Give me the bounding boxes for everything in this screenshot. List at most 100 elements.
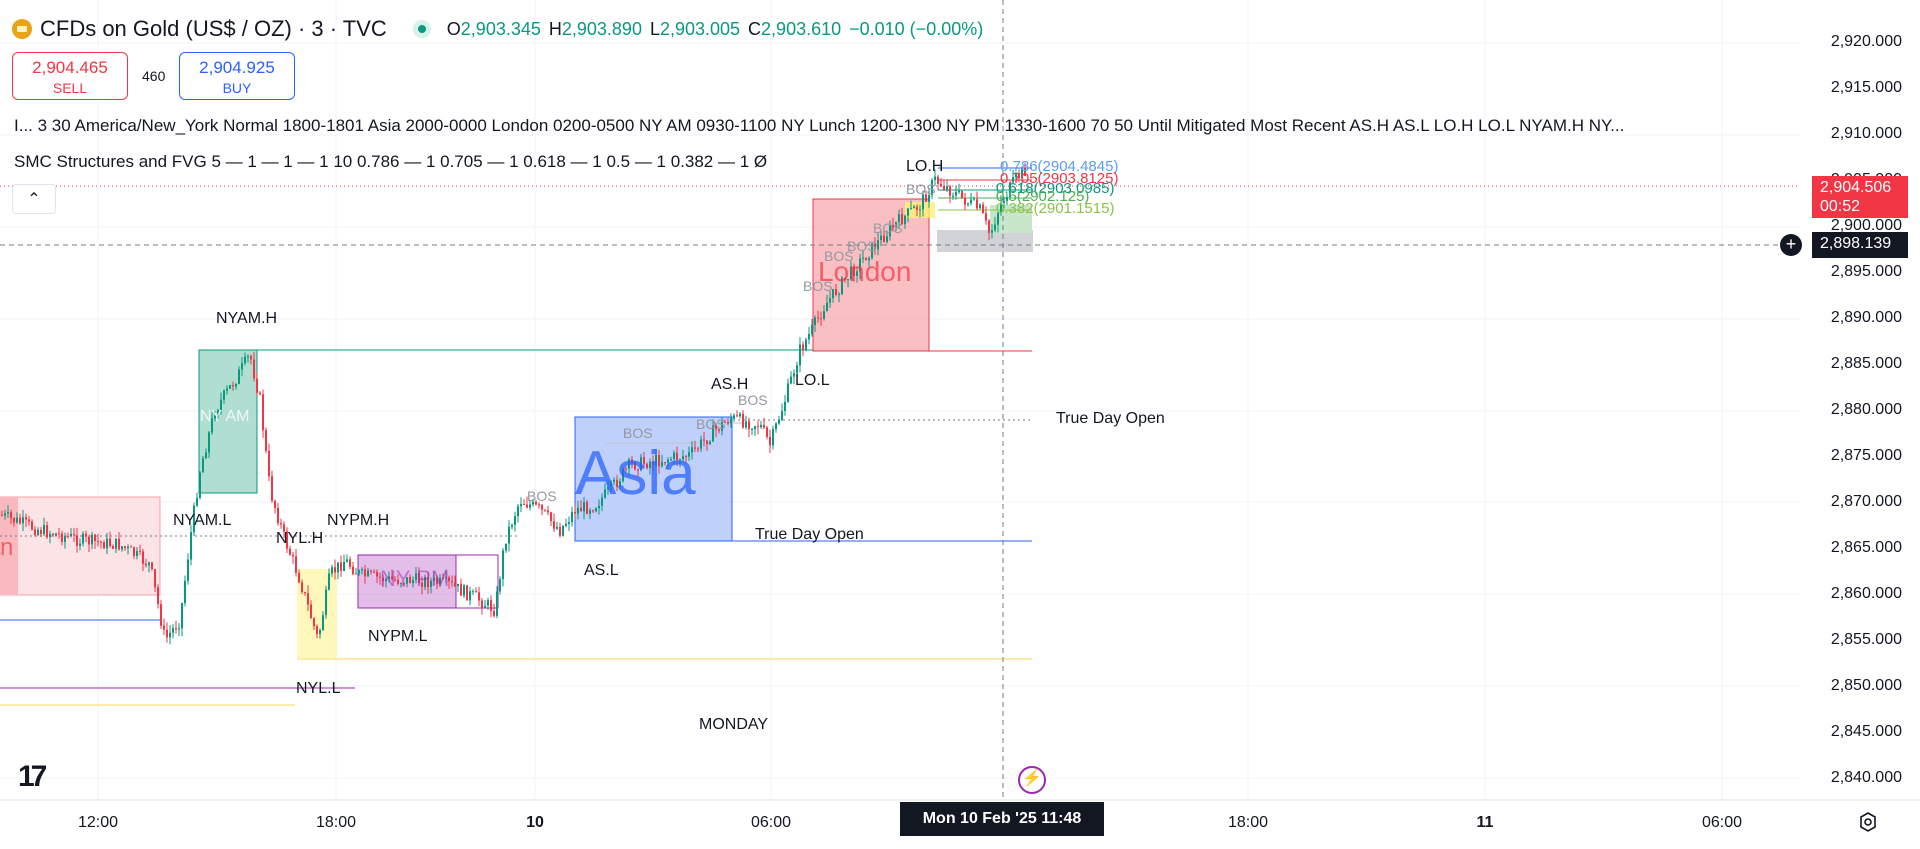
- candle-body: [613, 479, 615, 482]
- candle-body: [838, 293, 840, 296]
- time-tick: 06:00: [750, 814, 792, 831]
- candle-body: [94, 534, 96, 542]
- buy-button[interactable]: 2,904.925 BUY: [179, 52, 295, 100]
- candle-body: [979, 204, 981, 209]
- market-status-icon[interactable]: [412, 20, 431, 38]
- candle-body: [364, 569, 366, 577]
- candle-body: [634, 462, 636, 470]
- candle-body: [409, 576, 411, 584]
- candle-body: [601, 497, 603, 506]
- sell-button[interactable]: 2,904.465 SELL: [12, 52, 128, 100]
- smc-indicator-legend[interactable]: SMC Structures and FVG 5 — 1 — 1 — 1 10 …: [14, 152, 768, 171]
- candle-body: [142, 551, 144, 564]
- candle-body: [472, 591, 474, 593]
- tradingview-logo[interactable]: 17: [18, 760, 47, 793]
- spread-value: 460: [142, 68, 166, 84]
- chevron-up-icon[interactable]: ⌃: [12, 184, 56, 214]
- candle-body: [103, 542, 105, 549]
- sessions-indicator-legend[interactable]: I... 3 30 America/New_York Normal 1800-1…: [14, 116, 1625, 135]
- candle-body: [406, 576, 408, 584]
- candle-body: [727, 422, 729, 424]
- lightning-icon[interactable]: ⚡: [1018, 766, 1046, 794]
- candle-body: [448, 577, 450, 582]
- candle-body: [463, 585, 465, 596]
- candle-body: [922, 194, 924, 210]
- candle-body: [643, 457, 645, 464]
- candle-body: [883, 235, 885, 242]
- candle-body: [808, 333, 810, 340]
- candle-body: [43, 525, 45, 535]
- candle-body: [754, 426, 756, 429]
- candle-body: [856, 271, 858, 276]
- settings-icon[interactable]: [1858, 812, 1878, 832]
- candle-body: [415, 573, 417, 580]
- ohlc-open: O2,903.345: [446, 18, 541, 39]
- nyam-session-box: [198, 349, 258, 494]
- candle-body: [133, 547, 135, 557]
- candle-body: [790, 376, 792, 384]
- plus-icon[interactable]: +: [1780, 234, 1802, 256]
- crosshair-price-tag: 2,898.139: [1812, 232, 1908, 258]
- candle-body: [889, 225, 891, 237]
- bos-label: BOS: [873, 220, 903, 236]
- price-tick: 2,915.000: [1830, 79, 1902, 96]
- candle-body: [619, 481, 621, 487]
- candle-body: [220, 399, 222, 411]
- london-session-label: London: [818, 256, 912, 287]
- candle-body: [607, 486, 609, 490]
- candle-body: [82, 533, 84, 544]
- candle-body: [34, 529, 36, 535]
- candle-body: [169, 632, 171, 638]
- candle-body: [967, 203, 969, 205]
- candle-body: [1018, 173, 1020, 179]
- candle-body: [679, 459, 681, 461]
- candle-body: [325, 589, 327, 616]
- candle-body: [379, 576, 381, 578]
- candle-body: [367, 570, 369, 577]
- candle-body: [976, 199, 978, 209]
- asia-low-label: AS.L: [584, 562, 619, 579]
- candle-body: [871, 243, 873, 259]
- candle-body: [349, 559, 351, 567]
- candle-body: [811, 324, 813, 334]
- candle-body: [505, 543, 507, 551]
- candle-body: [544, 509, 546, 511]
- time-tick: 11: [1476, 814, 1494, 831]
- candle-body: [343, 561, 345, 571]
- candle-body: [244, 356, 246, 364]
- candle-body: [208, 432, 210, 453]
- candle-body: [823, 311, 825, 319]
- candle-body: [358, 570, 360, 574]
- price-tick: 2,910.000: [1830, 125, 1902, 142]
- candle-body: [301, 582, 303, 593]
- candle-body: [589, 510, 591, 514]
- candle-body: [595, 508, 597, 512]
- candle-body: [403, 583, 405, 585]
- candle-body: [748, 421, 750, 430]
- fvg-zone: [937, 230, 1033, 252]
- price-tick: 2,885.000: [1830, 355, 1902, 372]
- candle-body: [1, 515, 3, 516]
- candle-body: [766, 427, 768, 437]
- bos-label: BOS: [623, 425, 653, 441]
- candle-body: [127, 546, 129, 549]
- candle-body: [556, 527, 558, 529]
- candle-body: [211, 418, 213, 433]
- london-high-label: LO.H: [906, 158, 944, 175]
- candle-body: [331, 567, 333, 574]
- candle-body: [646, 463, 648, 469]
- candle-body: [781, 411, 783, 421]
- candle-body: [40, 529, 42, 535]
- candle-body: [667, 459, 669, 463]
- candle-body: [547, 510, 549, 513]
- candle-body: [793, 373, 795, 377]
- candle-body: [895, 222, 897, 228]
- candle-body: [769, 436, 771, 446]
- symbol-title[interactable]: CFDs on Gold (US$ / OZ) · 3 · TVC: [40, 16, 387, 41]
- candle-body: [550, 512, 552, 522]
- candle-body: [982, 204, 984, 214]
- candle-body: [532, 501, 534, 505]
- candle-body: [382, 577, 384, 582]
- bar-countdown: 00:52: [1820, 198, 1861, 215]
